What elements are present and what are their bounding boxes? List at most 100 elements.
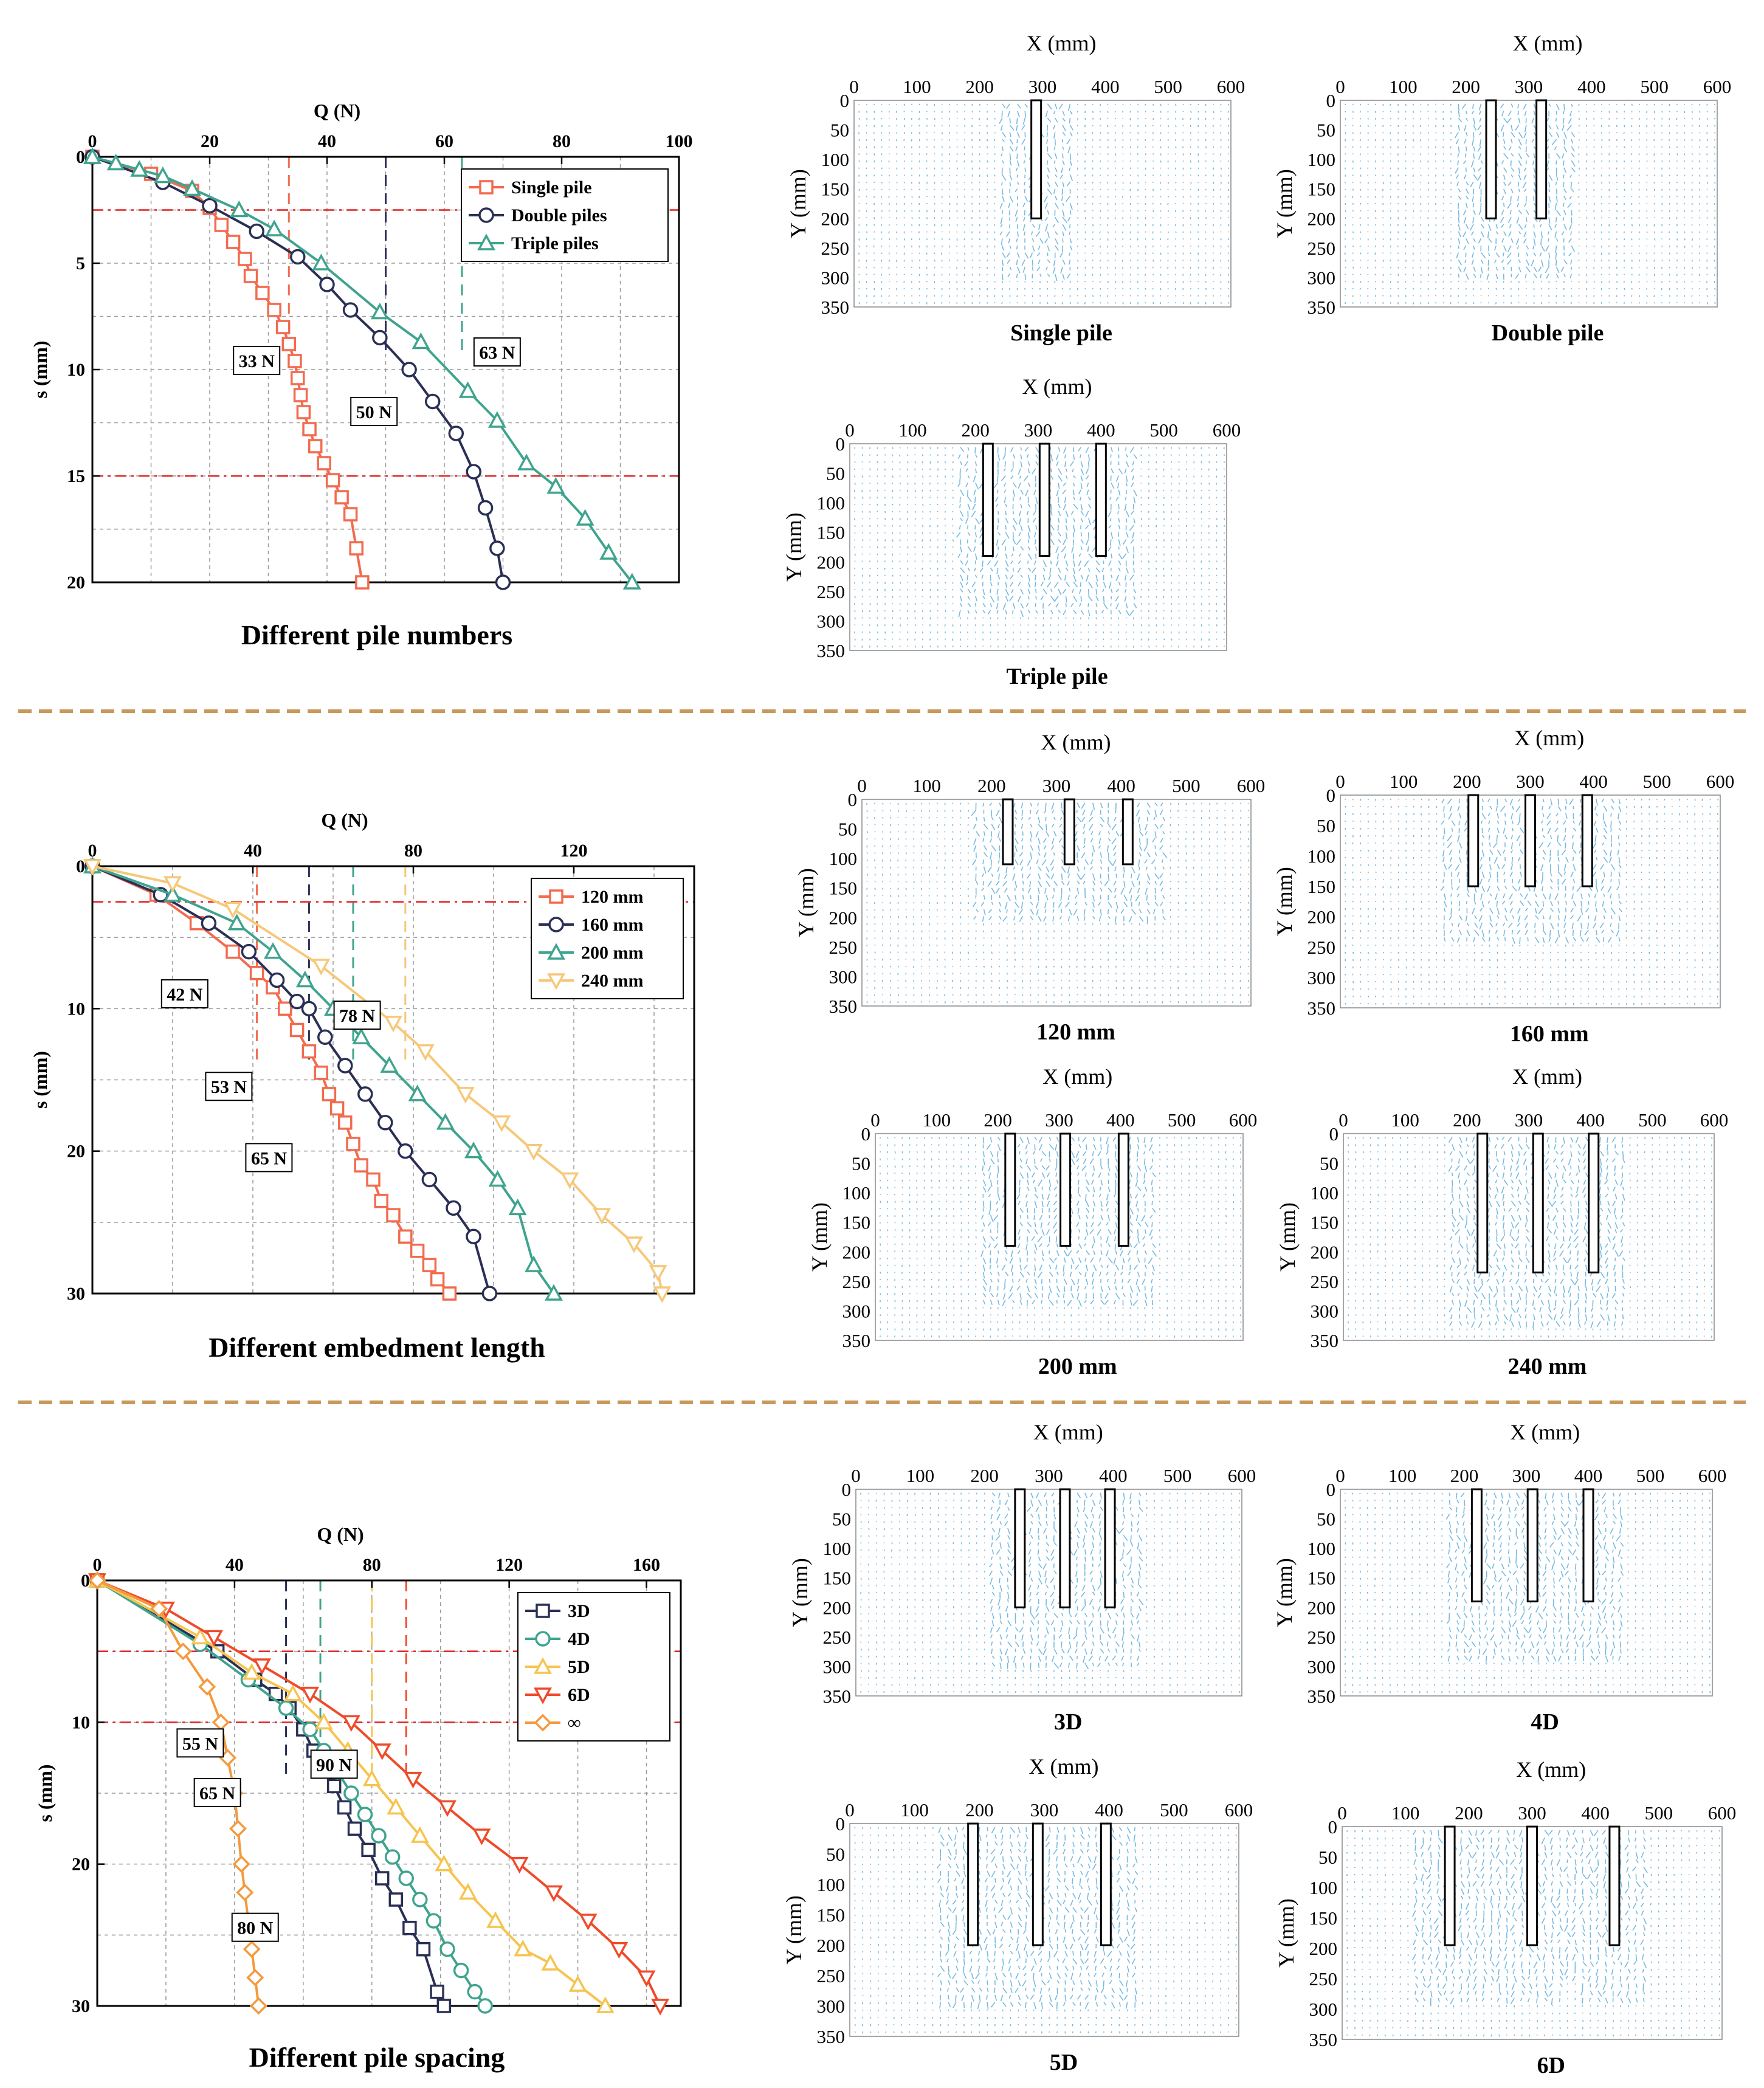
field-x-tick-label: 300 [1035,1465,1063,1486]
field-caption: 120 mm [1036,1019,1115,1045]
capacity-label: 65 N [199,1783,236,1804]
data-point [243,1940,261,1959]
data-point [278,1700,294,1716]
field-y-tick-label: 200 [1307,906,1336,928]
field-x-tick-label: 500 [1163,1465,1192,1486]
legend-marker [536,1604,550,1618]
pile [1121,798,1134,866]
data-point [232,1855,250,1873]
field-y-tick-label: 200 [1307,1597,1336,1618]
field-x-tick-label: 300 [1512,1465,1541,1486]
data-point [301,1686,320,1704]
legend: 3D 4D 5D 6D ∞ [517,1592,670,1742]
field-y-tick-label: 100 [1311,1182,1339,1204]
field-y-tick-label: 300 [1307,967,1336,988]
field-x-tick-label: 500 [1160,1799,1188,1821]
vector-field [866,802,1250,1004]
data-point [265,219,284,236]
data-point [510,1856,529,1874]
data-point [568,1975,587,1992]
capacity-label-box [473,337,521,367]
data-point [354,1158,368,1173]
data-point [249,1997,267,2015]
field-y-tick-label: 50 [830,120,849,141]
y-tick-label: 20 [67,573,85,593]
vector-field [860,1492,1241,1693]
series-6D [88,1573,670,2016]
data-point [88,1571,106,1590]
y-axis-label: s (mm) [34,1764,56,1822]
data-point [83,859,102,876]
field-x-tick-label: 600 [1700,1109,1729,1131]
data-point [442,1286,457,1301]
data-point [448,426,464,441]
field-x-tick-label: 500 [1172,775,1201,796]
displacement-field-3-4: 0 100 200 300 400 500 600 0 50 100 150 200 250 300 350… [1274,1757,1736,2078]
data-point [246,1968,264,1986]
data-point [372,329,388,346]
legend-label: Double piles [511,205,607,226]
data-point [325,473,340,488]
data-point [622,573,641,590]
field-y-tick-label: 200 [842,1241,871,1263]
series-120 mm [85,859,457,1301]
data-point [387,1797,405,1815]
data-point [435,1855,453,1872]
legend-label: 120 mm [581,887,643,907]
legend: 120 mm 160 mm 200 mm 240 mm [531,878,684,999]
displacement-field-3-3: 0 100 200 300 400 500 600 0 50 100 150 200 250 300 350… [782,1754,1253,2075]
field-y-tick-label: 150 [823,1568,852,1589]
data-point [293,388,308,402]
field-y-tick-label: 50 [838,819,857,840]
capacity-label: 33 N [239,351,275,371]
data-point [371,1828,387,1844]
x-tick-label: 0 [88,131,97,151]
series-240 mm [83,859,672,1303]
data-point [525,1255,543,1272]
data-point [290,249,306,265]
field-x-tick-label: 400 [1576,1109,1605,1131]
field-x-tick-label: 0 [849,76,859,97]
data-point [599,543,618,560]
field-x-tick-label: 600 [1708,1802,1737,1824]
data-point [183,179,201,196]
field-x-axis-title: X (mm) [1512,1064,1582,1089]
data-point [384,1016,402,1033]
field-y-tick-label: 300 [823,1656,852,1677]
data-point [653,1286,672,1303]
capacity-label-box [350,397,398,426]
data-point [412,1892,428,1907]
data-point [83,147,102,164]
data-point [236,1883,254,1901]
legend-marker [548,917,564,932]
data-point [205,1630,223,1647]
displacement-field-2-1: 0 100 200 300 400 500 600 0 50 100 150 200 250 300 350… [794,730,1265,1045]
data-point [291,371,305,385]
displacement-field-1-1: 0 100 200 300 400 500 600 0 50 100 150 200 250 300 350… [786,31,1245,346]
field-x-tick-label: 500 [1645,1802,1673,1824]
data-point [398,1143,413,1159]
field-y-tick-label: 200 [1311,1241,1339,1263]
data-point [322,1087,337,1101]
capacity-label: 53 N [211,1077,247,1097]
y-tick-label: 0 [76,147,85,167]
data-point [302,422,317,436]
legend-label: ∞ [568,1713,581,1733]
field-y-tick-label: 200 [817,1935,846,1956]
field-y-axis-title: Y (mm) [807,1202,832,1272]
field-y-tick-label: 350 [823,1686,852,1707]
field-x-tick-label: 300 [1515,76,1543,97]
legend-label: Single pile [511,177,592,198]
pile [1581,794,1593,887]
field-x-tick-label: 500 [1640,76,1669,97]
data-point [401,362,417,377]
y-axis-label: s (mm) [29,1051,51,1109]
y-tick-label: 10 [72,1712,90,1732]
legend-marker [477,233,495,250]
data-point [164,885,182,902]
field-frame [849,1823,1239,2037]
field-y-axis-title: Y (mm) [1272,1558,1297,1627]
data-point [517,453,536,470]
data-point [202,198,218,214]
field-y-tick-label: 100 [842,1182,871,1204]
